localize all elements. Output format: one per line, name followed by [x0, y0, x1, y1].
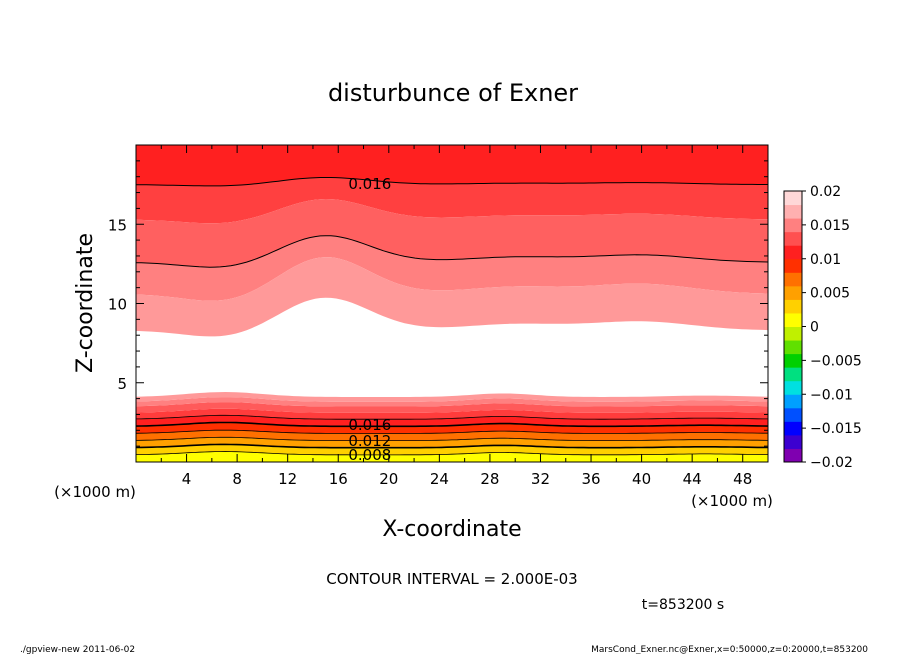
contour-label: 0.008 [348, 446, 391, 464]
colorbar-label: 0 [810, 320, 819, 336]
x-unit-right: (×1000 m) [691, 492, 773, 510]
contour-line [136, 177, 768, 187]
x-tick-label: 36 [581, 470, 600, 488]
contour-line [136, 414, 768, 420]
colorbar-label: 0.01 [810, 252, 841, 268]
x-tick-label: 4 [182, 470, 192, 488]
colorbar-label: 0.005 [810, 286, 850, 302]
lower-contour-band [136, 444, 768, 455]
y-axis: 5 10 15 [108, 160, 768, 447]
lower-contour-band [136, 430, 768, 441]
y-axis-label: Z-coordinate [73, 233, 98, 373]
lower-contour-band [136, 392, 768, 402]
x-tick-label: 12 [278, 470, 297, 488]
x-tick-label: 8 [232, 470, 242, 488]
x-tick-label: 24 [430, 470, 449, 488]
colorbar [784, 191, 802, 463]
colorbar-label: −0.01 [810, 387, 853, 403]
upper-contour-band [136, 199, 768, 268]
y-tick-label: 15 [108, 216, 127, 234]
x-tick-label: 28 [480, 470, 499, 488]
x-unit-left: (×1000 m) [54, 483, 136, 501]
colorbar-swatch [784, 326, 802, 341]
lower-contour-band [136, 437, 768, 448]
colorbar-swatch [784, 245, 802, 260]
y-tick-label: 5 [117, 375, 127, 393]
colorbar-swatch [784, 394, 802, 409]
colorbar-swatch [784, 367, 802, 382]
colorbar-label: −0.015 [810, 421, 862, 437]
colorbar-label: −0.02 [810, 455, 853, 471]
colorbar-swatch [784, 258, 802, 273]
colorbar-swatch [784, 299, 802, 314]
y-tick-label: 10 [108, 296, 127, 314]
contour-line [136, 436, 768, 441]
x-axis: 4 8 12 16 20 24 28 32 36 40 44 48 [160, 145, 769, 488]
contour-label: 0.016 [348, 416, 391, 434]
contour-line [136, 429, 768, 434]
upper-contour-band [136, 145, 768, 186]
colorbar-swatch [784, 448, 802, 463]
colorbar-swatch [784, 407, 802, 422]
upper-contour-band [136, 177, 768, 224]
contour-line [136, 443, 768, 449]
contour-line [136, 235, 768, 268]
colorbar-swatch [784, 340, 802, 355]
footer-left: ./gpview-new 2011-06-02 [20, 645, 135, 654]
lower-contour-band [136, 422, 768, 434]
contour-line [136, 421, 768, 428]
chart-title: disturbunce of Exner [328, 79, 578, 107]
x-tick-label: 44 [683, 470, 702, 488]
lower-contour-band [136, 451, 768, 462]
colorbar-label: 0.02 [810, 184, 841, 200]
time-stamp: t=853200 s [642, 597, 724, 613]
colorbar-swatch [784, 191, 802, 206]
footer-right: MarsCond_Exner.nc@Exner,x=0:50000,z=0:20… [591, 645, 868, 654]
x-tick-label: 40 [632, 470, 651, 488]
colorbar-swatch [784, 421, 802, 436]
lower-contour-band [136, 408, 768, 420]
colorbar-label: −0.005 [810, 353, 862, 369]
x-axis-label: X-coordinate [382, 517, 521, 542]
colorbar-label: 0.015 [810, 218, 850, 234]
upper-contour-band [136, 257, 768, 337]
colorbar-swatch [784, 204, 802, 219]
colorbar-swatch [784, 272, 802, 287]
contour-label: 0.012 [348, 432, 391, 450]
colorbar-swatch [784, 353, 802, 368]
upper-contour-band [136, 235, 768, 301]
x-tick-label: 16 [329, 470, 348, 488]
x-tick-label: 20 [379, 470, 398, 488]
contour-line-layer [136, 177, 768, 456]
lower-contour-band [136, 402, 768, 413]
colorbar-labels: 0.02 0.015 0.01 0.005 0 −0.005 −0.01 −0.015 −0.0… [802, 184, 862, 471]
lower-contour-band [136, 397, 768, 407]
contour-line [136, 451, 768, 456]
x-tick-label: 32 [531, 470, 550, 488]
lower-contour-band [136, 415, 768, 427]
colorbar-swatch [784, 434, 802, 449]
colorbar-swatch [784, 231, 802, 246]
colorbar-swatch [784, 285, 802, 300]
contour-label: 0.016 [348, 175, 391, 193]
contour-fill-layer [136, 145, 768, 462]
colorbar-swatch [784, 380, 802, 395]
x-tick-label: 48 [733, 470, 752, 488]
colorbar-swatch [784, 312, 802, 327]
colorbar-swatch [784, 218, 802, 233]
contour-interval-note: CONTOUR INTERVAL = 2.000E-03 [326, 570, 577, 588]
